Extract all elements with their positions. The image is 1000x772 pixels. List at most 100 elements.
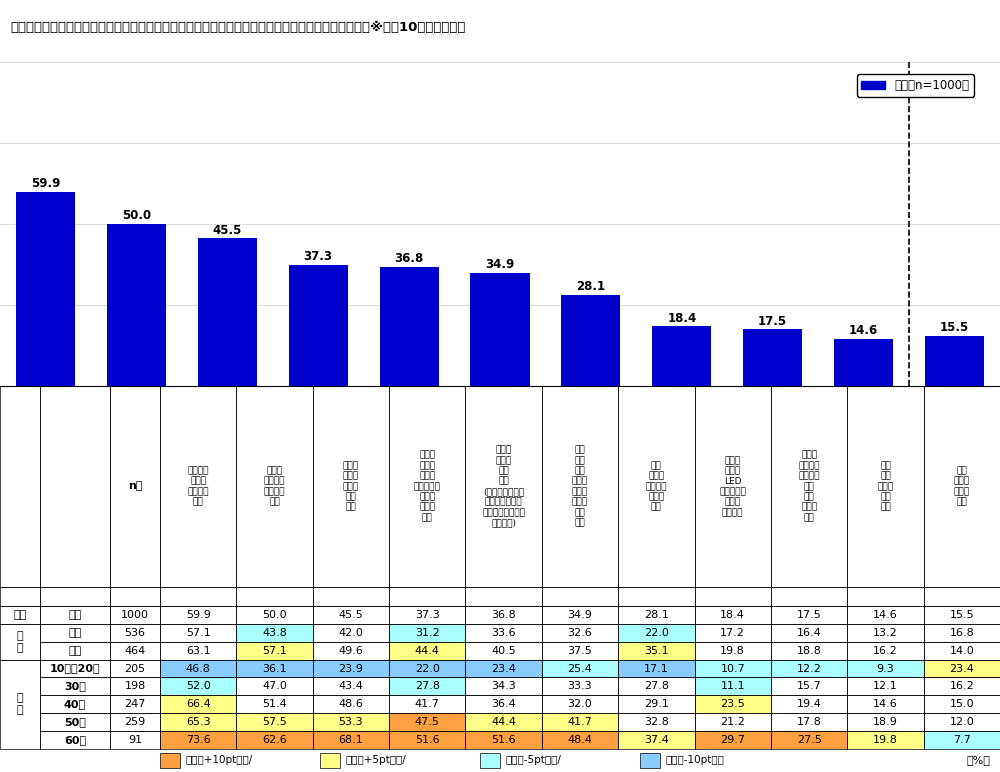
Bar — [236, 731, 313, 749]
Text: 15.5: 15.5 — [950, 610, 974, 620]
Text: 14.6: 14.6 — [873, 610, 898, 620]
Bar — [40, 386, 110, 587]
Text: 34.3: 34.3 — [491, 682, 516, 692]
Text: 36.8: 36.8 — [394, 252, 424, 265]
Bar — [389, 587, 465, 606]
Bar — [542, 624, 618, 642]
Text: 48.4: 48.4 — [568, 735, 592, 745]
Text: 57.1: 57.1 — [186, 628, 211, 638]
Bar — [771, 642, 847, 659]
Text: 247: 247 — [124, 699, 146, 709]
Bar — [160, 624, 236, 642]
Text: 51.6: 51.6 — [415, 735, 440, 745]
Text: 17.8: 17.8 — [797, 717, 822, 727]
Bar — [695, 731, 771, 749]
Text: 73.6: 73.6 — [186, 735, 211, 745]
Text: 259: 259 — [124, 717, 146, 727]
Text: 464: 464 — [124, 645, 146, 655]
Bar — [389, 696, 465, 713]
Text: マイ
ボトル
・マイ箸
などの
利用: マイ ボトル ・マイ箸 などの 利用 — [646, 461, 667, 512]
Bar — [236, 624, 313, 642]
Text: 48.6: 48.6 — [338, 699, 363, 709]
Bar — [771, 713, 847, 731]
Bar — [389, 731, 465, 749]
Bar — [110, 624, 160, 642]
Text: 30代: 30代 — [64, 682, 86, 692]
Text: 47.5: 47.5 — [415, 717, 440, 727]
Text: 27.8: 27.8 — [415, 682, 440, 692]
Text: 37.3: 37.3 — [304, 250, 333, 263]
Bar — [465, 731, 542, 749]
Text: 44.4: 44.4 — [415, 645, 440, 655]
Text: 11.1: 11.1 — [720, 682, 745, 692]
Bar — [110, 696, 160, 713]
Text: 40代: 40代 — [64, 699, 86, 709]
Text: 32.6: 32.6 — [568, 628, 592, 638]
Bar — [389, 731, 465, 749]
Text: 43.4: 43.4 — [338, 682, 363, 692]
Bar — [160, 731, 236, 749]
Text: 冷暖房
の効率
的な
使用
(カーデン・サー
キュレーターの
活用、フィルター
清掃など): 冷暖房 の効率 的な 使用 (カーデン・サー キュレーターの 活用、フィルター … — [482, 445, 525, 527]
Text: 37.4: 37.4 — [644, 735, 669, 745]
Bar — [389, 678, 465, 696]
Text: 12.0: 12.0 — [949, 717, 974, 727]
Text: 17.5: 17.5 — [797, 610, 821, 620]
Bar — [847, 587, 924, 606]
Bar — [160, 696, 236, 713]
Text: 198: 198 — [124, 682, 146, 692]
Bar — [618, 731, 695, 749]
Bar — [160, 731, 236, 749]
Bar — [695, 642, 771, 659]
Bar — [236, 642, 313, 659]
Bar — [618, 642, 695, 659]
Bar — [924, 606, 1000, 624]
Bar — [389, 606, 465, 624]
Bar — [40, 659, 110, 678]
Bar — [0, 659, 40, 749]
Bar — [465, 696, 542, 713]
Bar — [924, 731, 1000, 749]
Text: 22.0: 22.0 — [415, 663, 440, 673]
Bar — [924, 386, 1000, 587]
Bar — [389, 678, 465, 696]
Bar — [380, 266, 439, 386]
Bar — [389, 624, 465, 642]
Text: 35.1: 35.1 — [644, 645, 669, 655]
Text: 33.3: 33.3 — [568, 682, 592, 692]
Bar — [618, 731, 695, 749]
Text: 全体比-5pt以下/: 全体比-5pt以下/ — [505, 756, 561, 765]
Text: 28.1: 28.1 — [576, 280, 605, 293]
Text: 45.5: 45.5 — [213, 224, 242, 237]
Bar — [389, 624, 465, 642]
Text: 12.1: 12.1 — [873, 682, 898, 692]
Text: 50.0: 50.0 — [262, 610, 287, 620]
Text: 43.8: 43.8 — [262, 628, 287, 638]
Text: 41.7: 41.7 — [568, 717, 592, 727]
Text: 46.8: 46.8 — [186, 663, 211, 673]
Bar — [618, 587, 695, 606]
Bar — [160, 659, 236, 678]
Bar — [40, 587, 110, 606]
Bar — [465, 713, 542, 731]
Text: 18.8: 18.8 — [797, 645, 822, 655]
Bar — [542, 659, 618, 678]
Bar — [389, 386, 465, 587]
Text: 16.4: 16.4 — [797, 628, 821, 638]
Bar — [236, 696, 313, 713]
Bar — [389, 713, 465, 731]
Text: 52.0: 52.0 — [186, 682, 211, 692]
Bar — [110, 678, 160, 696]
Bar — [236, 587, 313, 606]
Text: 男性: 男性 — [68, 628, 82, 638]
Bar — [313, 659, 389, 678]
Text: 16.8: 16.8 — [949, 628, 974, 638]
Text: 一度
購入
した
ものを
大事に
長期間
使用
する: 一度 購入 した ものを 大事に 長期間 使用 する — [572, 445, 588, 527]
Text: 65.3: 65.3 — [186, 717, 210, 727]
Text: 19.8: 19.8 — [720, 645, 745, 655]
Text: 18.4: 18.4 — [667, 312, 696, 325]
Bar — [771, 678, 847, 696]
Text: 14.6: 14.6 — [873, 699, 898, 709]
Bar — [542, 696, 618, 713]
Bar — [160, 386, 236, 587]
Bar — [618, 624, 695, 642]
